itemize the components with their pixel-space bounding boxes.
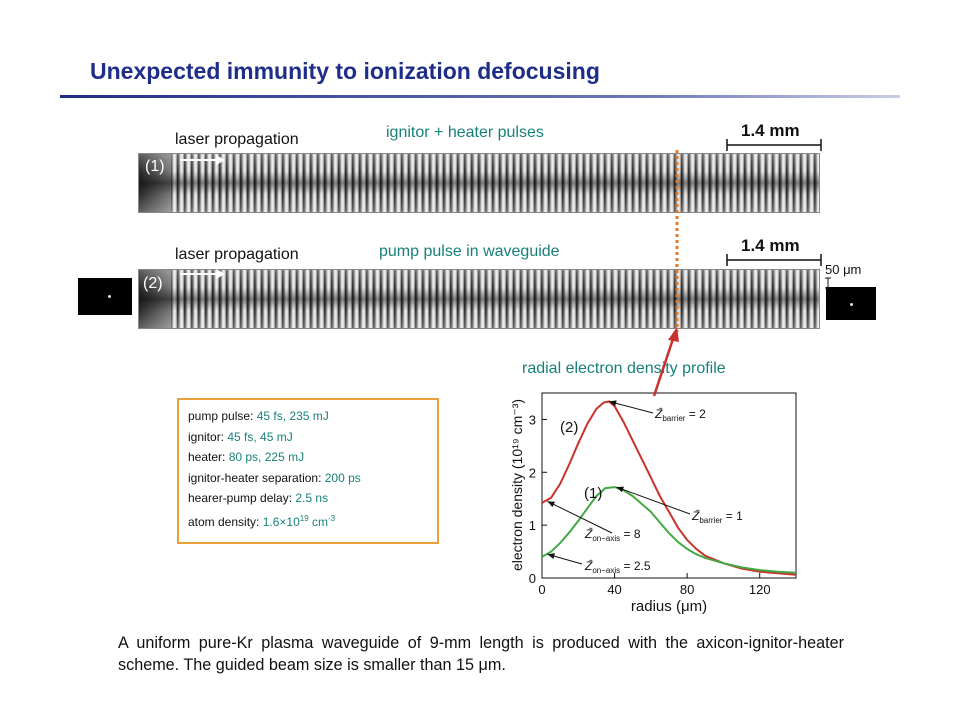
bottom-scale-label: 1.4 mm bbox=[741, 236, 800, 255]
y-tick-label: 2 bbox=[529, 465, 536, 480]
y-tick-label: 1 bbox=[529, 518, 536, 533]
top-scale-bar bbox=[726, 139, 822, 151]
x-tick-label: 0 bbox=[538, 582, 545, 597]
bottom-index-label: (2) bbox=[143, 275, 163, 292]
series-line-1 bbox=[541, 400, 797, 576]
bottom-scale-bar bbox=[726, 254, 822, 266]
annotation-label-4: Z̄on−axis = 2.5 bbox=[584, 559, 651, 575]
parameters-box: pump pulse: 45 fs, 235 mJ ignitor: 45 fs… bbox=[177, 398, 439, 544]
chart-x-axis-label: radius (μm) bbox=[631, 598, 707, 615]
profile-pointer-arrow bbox=[652, 327, 679, 397]
density-chart: 0 40 80 120 0 1 2 3 Z̄barrier = 2 Z̄barrier = 1 Z… bbox=[509, 392, 797, 615]
param-delay: hearer-pump delay: 2.5 ns bbox=[188, 491, 329, 505]
series-line-2 bbox=[541, 486, 797, 574]
annotation-arrowhead-3 bbox=[547, 501, 556, 508]
x-tick-label: 80 bbox=[680, 582, 694, 597]
top-interferogram bbox=[138, 153, 820, 213]
param-ignitor: ignitor: 45 fs, 45 mJ bbox=[188, 429, 293, 444]
annotation-label-2: Z̄barrier = 1 bbox=[691, 509, 743, 525]
param-pump: pump pulse: 45 fs, 235 mJ bbox=[188, 409, 329, 423]
radial-profile-label: radial electron density profile bbox=[522, 360, 726, 377]
annotation-arrow-3 bbox=[547, 500, 613, 534]
annotation-arrowhead-1 bbox=[609, 400, 617, 407]
y-tick-label: 3 bbox=[529, 412, 536, 427]
title-underline bbox=[60, 95, 900, 98]
bottom-pulse-label: pump pulse in waveguide bbox=[379, 243, 560, 260]
chart-plot-area bbox=[541, 392, 797, 579]
chart-y-axis-label: electron density (10¹⁹ cm⁻³) bbox=[509, 399, 525, 571]
caption-text: A uniform pure-Kr plasma waveguide of 9-… bbox=[118, 634, 844, 674]
top-pulse-label: ignitor + heater pulses bbox=[386, 124, 544, 141]
output-beam-image bbox=[826, 287, 876, 320]
top-scale-label: 1.4 mm bbox=[741, 121, 800, 140]
param-density: atom density: 1.6×1019 cm-3 bbox=[188, 513, 336, 529]
param-separation: ignitor-heater separation: 200 ps bbox=[188, 470, 361, 485]
bottom-interferogram bbox=[138, 269, 820, 329]
annotation-arrowhead-4 bbox=[547, 553, 555, 560]
curve-label-1: (1) bbox=[584, 485, 602, 502]
top-index-label: (1) bbox=[145, 158, 165, 175]
top-propagation-arrow bbox=[180, 159, 218, 161]
x-tick-label: 120 bbox=[749, 582, 771, 597]
annotation-label-3: Z̄on−axis = 8 bbox=[584, 527, 641, 543]
bottom-propagation-arrow bbox=[180, 273, 218, 275]
annotation-arrow-1 bbox=[609, 400, 654, 414]
bottom-arrow-head-icon bbox=[216, 269, 225, 279]
annotation-arrow-2 bbox=[616, 486, 691, 515]
x-tick-label: 40 bbox=[607, 582, 621, 597]
curve-label-2: (2) bbox=[560, 419, 578, 436]
beam-scale-bar bbox=[825, 277, 831, 289]
annotation-label-1: Z̄barrier = 2 bbox=[654, 407, 706, 423]
slide-title: Unexpected immunity to ionization defocu… bbox=[90, 58, 600, 84]
top-arrow-head-icon bbox=[216, 155, 225, 165]
beam-scale-label: 50 μm bbox=[825, 262, 862, 277]
position-marker-line bbox=[675, 150, 679, 332]
annotation-arrowhead-2 bbox=[616, 486, 624, 493]
input-beam-image bbox=[78, 278, 132, 315]
bottom-direction-label: laser propagation bbox=[175, 246, 299, 263]
y-tick-label: 0 bbox=[529, 571, 536, 586]
top-direction-label: laser propagation bbox=[175, 131, 299, 148]
param-heater: heater: 80 ps, 225 mJ bbox=[188, 450, 305, 464]
